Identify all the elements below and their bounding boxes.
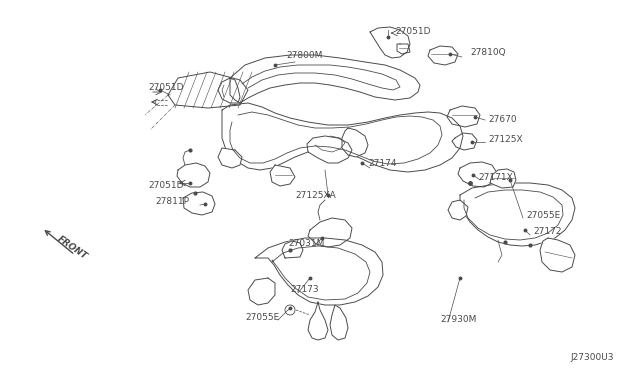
Polygon shape [370, 27, 410, 58]
Polygon shape [448, 200, 468, 220]
Text: 27670: 27670 [488, 115, 516, 125]
Polygon shape [447, 106, 480, 127]
Polygon shape [282, 241, 303, 258]
Polygon shape [308, 218, 352, 247]
Polygon shape [540, 238, 575, 272]
Polygon shape [270, 165, 295, 186]
Text: J27300U3: J27300U3 [570, 353, 614, 362]
Polygon shape [452, 133, 477, 150]
Text: 27810Q: 27810Q [470, 48, 506, 58]
Polygon shape [307, 136, 352, 163]
Polygon shape [222, 103, 463, 172]
Text: 27171X: 27171X [478, 173, 513, 182]
Polygon shape [230, 55, 420, 103]
Polygon shape [458, 162, 497, 187]
Polygon shape [177, 163, 210, 187]
Polygon shape [490, 169, 516, 188]
Polygon shape [428, 46, 458, 65]
Text: 27174: 27174 [368, 158, 397, 167]
Text: 27800M: 27800M [287, 51, 323, 60]
Polygon shape [168, 72, 248, 108]
Text: FRONT: FRONT [56, 234, 88, 262]
Text: 27051D: 27051D [148, 83, 184, 92]
Text: 27125XA: 27125XA [295, 190, 336, 199]
Polygon shape [183, 192, 215, 215]
Polygon shape [330, 305, 348, 340]
Text: 27125X: 27125X [488, 135, 523, 144]
Polygon shape [218, 148, 242, 168]
Text: 27055E: 27055E [245, 314, 279, 323]
Text: 27051D: 27051D [395, 28, 431, 36]
Text: 27055E: 27055E [526, 212, 560, 221]
Polygon shape [342, 128, 368, 157]
Text: 27930M: 27930M [440, 315, 476, 324]
Polygon shape [248, 278, 275, 305]
Polygon shape [397, 44, 410, 54]
Polygon shape [308, 302, 328, 340]
Text: 27172: 27172 [533, 228, 561, 237]
Text: 27051D: 27051D [148, 180, 184, 189]
Polygon shape [255, 238, 383, 305]
Polygon shape [218, 78, 240, 103]
Text: 27173: 27173 [290, 285, 319, 295]
Text: 27811P: 27811P [155, 198, 189, 206]
Polygon shape [460, 183, 575, 246]
Text: 27031M: 27031M [288, 238, 324, 247]
